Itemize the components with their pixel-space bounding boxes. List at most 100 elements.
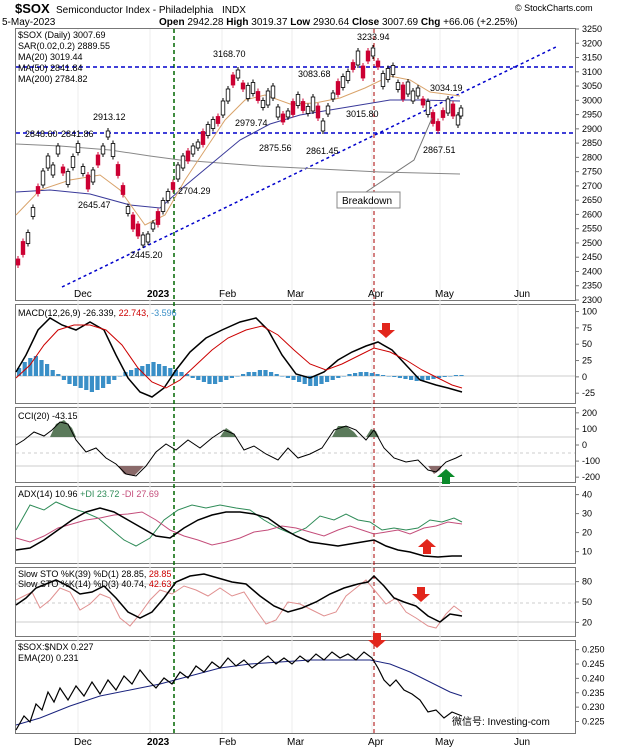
candle-body bbox=[415, 87, 421, 97]
candle-body bbox=[420, 98, 426, 106]
macd-legend: MACD(12,26,9) -26.339, 22.743, -3.596 bbox=[18, 308, 177, 318]
candle-body bbox=[350, 62, 356, 70]
macd-histogram-bar bbox=[73, 376, 78, 386]
candle-body bbox=[370, 47, 376, 57]
axis-tick-label: 30 bbox=[582, 509, 592, 519]
price-label: 3083.68 bbox=[298, 69, 331, 79]
price-labels: 3233.94 3168.70 3083.68 3034.19 3015.80 … bbox=[25, 32, 463, 260]
month-label: Mar bbox=[287, 737, 305, 748]
price-label: 2913.12 bbox=[93, 112, 126, 122]
price-axis: 2300 2350 2400 2450 2500 2550 2600 2650 2700 2750… bbox=[575, 24, 602, 305]
candle-body bbox=[120, 185, 126, 195]
month-label: Dec bbox=[74, 289, 92, 300]
candle-body bbox=[175, 164, 181, 180]
candle-body bbox=[150, 222, 156, 230]
axis-tick-label: 10 bbox=[582, 547, 592, 557]
axis-tick-label: 3100 bbox=[582, 67, 602, 77]
candle-body bbox=[210, 119, 216, 129]
price-label: 2861.45 bbox=[306, 146, 339, 156]
legend-ma200: MA(200) 2784.82 bbox=[18, 74, 88, 84]
footer-watermark: 微信号: Investing-com bbox=[452, 715, 550, 728]
macd-histogram-bar bbox=[325, 376, 330, 382]
macd-histogram-bar bbox=[17, 368, 22, 376]
candle-body bbox=[220, 100, 226, 116]
breakdown-callout-box bbox=[336, 191, 401, 209]
macd-histogram-bar bbox=[274, 374, 279, 376]
axis-tick-label: 3000 bbox=[582, 95, 602, 105]
adx-legend: ADX(14) 10.96 +DI 23.72 -DI 27.69 bbox=[18, 489, 159, 499]
month-label: 2023 bbox=[147, 289, 170, 300]
axis-tick-label: 3250 bbox=[582, 24, 602, 34]
month-label: Jun bbox=[514, 289, 530, 300]
macd-histogram-bar bbox=[397, 376, 402, 378]
macd-histogram-bar bbox=[28, 358, 33, 376]
macd-histogram-bar bbox=[448, 376, 453, 377]
price-label: 3168.70 bbox=[213, 49, 246, 59]
axis-tick-label: -100 bbox=[582, 456, 600, 466]
macd-histogram-bar bbox=[369, 373, 374, 376]
adx-panel: ADX(14) 10.96 +DI 23.72 -DI 27.69 40 30 20… bbox=[15, 489, 592, 558]
price-panel: 3233.94 3168.70 3083.68 3034.19 3015.80 … bbox=[15, 24, 602, 305]
ma50-line bbox=[15, 99, 461, 209]
svg-text:Open 2942.28 High 3019.37 Lo: Open 2942.28 High 3019.37 Low 2930.64 Cl… bbox=[159, 17, 518, 28]
macd-histogram bbox=[17, 356, 464, 392]
candle-body bbox=[90, 169, 96, 183]
axis-tick-label: 2700 bbox=[582, 181, 602, 191]
candle-body bbox=[140, 234, 146, 246]
macd-histogram-bar bbox=[190, 376, 195, 378]
candle-body bbox=[290, 101, 296, 115]
cci-axis: 200 100 0 -100 -200 bbox=[575, 408, 600, 482]
grid-lines bbox=[77, 29, 519, 733]
candle-body bbox=[255, 91, 261, 101]
trendline bbox=[61, 45, 559, 288]
stochastic-panel: Slow STO %K(39) %D(1) 28.85, 28.85 Slow … bbox=[15, 569, 592, 629]
macd-histogram-bar bbox=[280, 376, 285, 377]
candle-body bbox=[440, 110, 446, 118]
candle-body bbox=[320, 120, 326, 132]
macd-histogram-bar bbox=[291, 376, 296, 380]
macd-histogram-bar bbox=[358, 372, 363, 376]
axis-tick-label: 0.235 bbox=[582, 688, 605, 698]
candle-body bbox=[430, 112, 436, 124]
month-label: Apr bbox=[368, 289, 384, 300]
candle-body bbox=[45, 155, 51, 169]
candle-body bbox=[165, 191, 171, 201]
candle-body bbox=[380, 73, 386, 87]
macd-histogram-bar bbox=[196, 376, 201, 380]
macd-histogram-bar bbox=[224, 376, 229, 380]
legend-ma20: MA(20) 3019.44 bbox=[18, 52, 83, 62]
axis-tick-label: 0.225 bbox=[582, 717, 605, 727]
price-label: 2979.74 bbox=[235, 118, 268, 128]
macd-histogram-bar bbox=[297, 376, 302, 382]
chart-symbol: $SOX bbox=[15, 1, 50, 16]
candle-body bbox=[80, 166, 86, 174]
macd-histogram-bar bbox=[185, 374, 190, 376]
price-label: 3034.19 bbox=[430, 83, 463, 93]
macd-histogram-bar bbox=[257, 370, 262, 376]
candle-body bbox=[315, 105, 321, 119]
macd-histogram-bar bbox=[420, 376, 425, 381]
up-arrow-icon bbox=[418, 539, 436, 554]
macd-histogram-bar bbox=[162, 366, 167, 376]
macd-histogram-bar bbox=[112, 376, 117, 380]
stoch-14-line bbox=[15, 579, 463, 629]
candle-body bbox=[70, 156, 76, 168]
candle-body bbox=[285, 110, 291, 118]
axis-tick-label: 3150 bbox=[582, 53, 602, 63]
axis-tick-label: 50 bbox=[582, 339, 592, 349]
price-candles bbox=[15, 45, 464, 268]
candle-body bbox=[125, 206, 131, 214]
macd-panel: MACD(12,26,9) -26.339, 22.743, -3.596 10… bbox=[15, 307, 597, 398]
price-label: 3233.94 bbox=[357, 32, 390, 42]
adx-axis: 40 30 20 10 bbox=[575, 490, 592, 557]
macd-histogram-bar bbox=[145, 364, 150, 376]
candle-body bbox=[390, 65, 396, 75]
candle-body bbox=[250, 82, 256, 94]
candle-body bbox=[40, 170, 46, 186]
candle-body bbox=[265, 90, 271, 106]
candle-body bbox=[325, 105, 331, 115]
candle-body bbox=[245, 85, 251, 99]
candle-body bbox=[95, 154, 101, 166]
macd-histogram-bar bbox=[353, 373, 358, 376]
candle-body bbox=[185, 150, 191, 162]
